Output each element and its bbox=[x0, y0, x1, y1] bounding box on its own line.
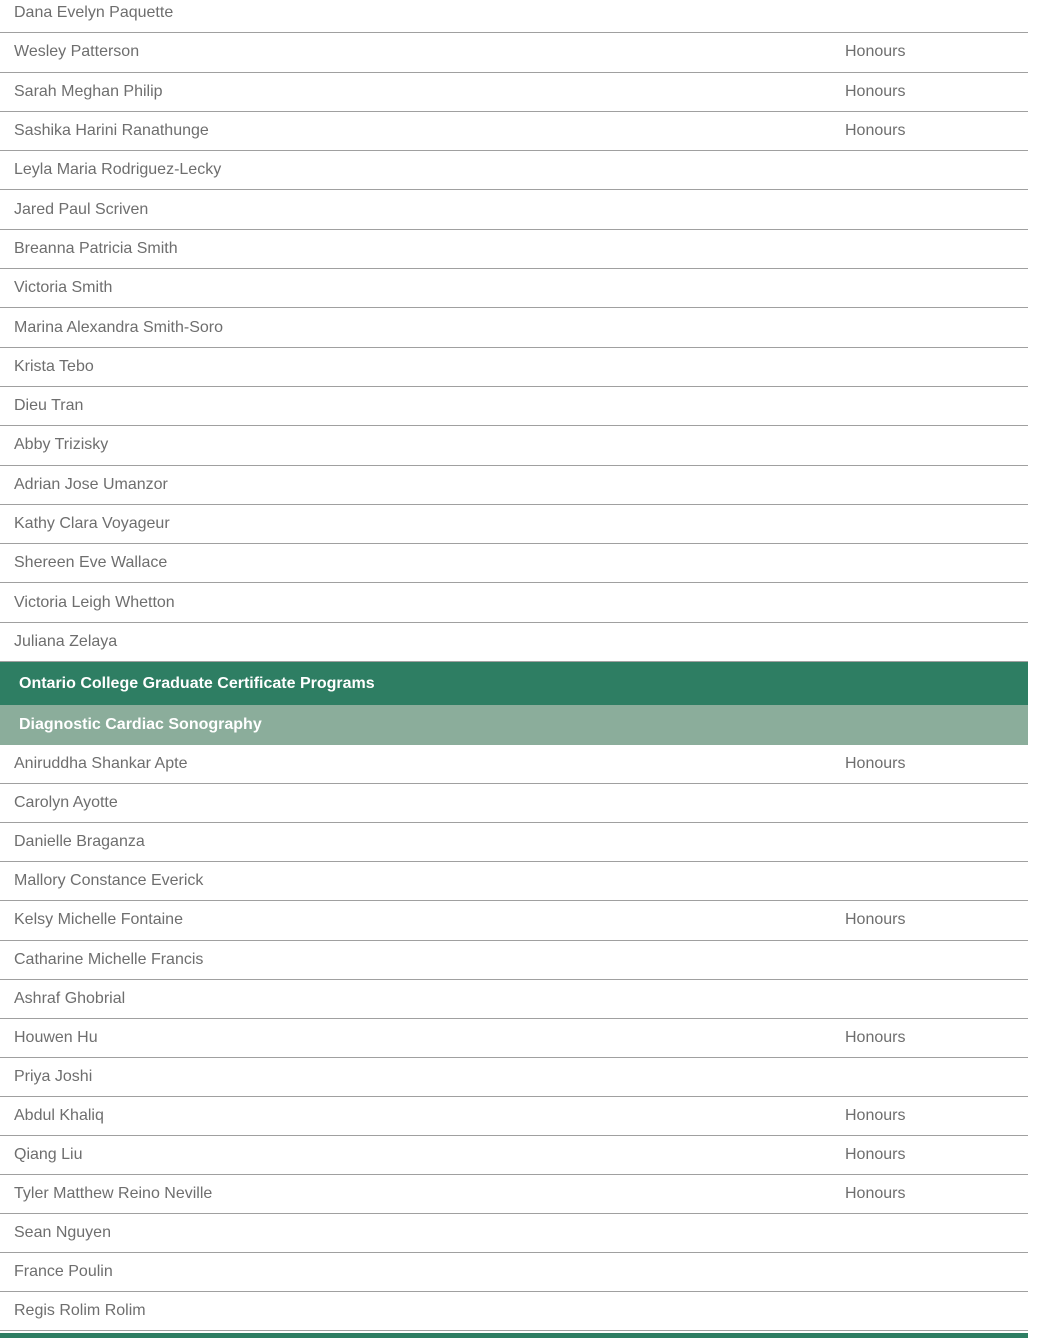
graduate-name: Houwen Hu bbox=[14, 1028, 98, 1046]
graduate-name: Shereen Eve Wallace bbox=[14, 554, 168, 572]
graduate-name: Krista Tebo bbox=[14, 357, 94, 375]
graduate-name: Tyler Matthew Reino Neville bbox=[14, 1185, 213, 1203]
honours-label: Honours bbox=[845, 1028, 906, 1046]
graduate-row: Wesley Patterson Honours bbox=[0, 33, 1028, 73]
graduate-row: Aniruddha Shankar Apte Honours bbox=[0, 745, 1028, 785]
honours-label: Honours bbox=[845, 1146, 906, 1164]
graduate-row: Sashika Harini Ranathunge Honours bbox=[0, 112, 1028, 152]
graduate-row: Abby TriziskyHonours bbox=[0, 426, 1028, 466]
graduate-name: Danielle Braganza bbox=[14, 833, 145, 851]
honours-label: Honours bbox=[845, 755, 906, 773]
graduate-name: Victoria Smith bbox=[14, 279, 113, 297]
section-header-certificate-programs: Ontario College Graduate Certificate Pro… bbox=[0, 662, 1028, 706]
graduate-row: Houwen Hu Honours bbox=[0, 1019, 1028, 1058]
graduate-list-top-section: Dana Evelyn PaquetteHonoursWesley Patter… bbox=[0, 0, 1028, 663]
graduate-name: Sean Nguyen bbox=[14, 1224, 111, 1242]
graduate-name: Victoria Leigh Whetton bbox=[14, 593, 175, 611]
graduate-name: Juliana Zelaya bbox=[14, 632, 118, 650]
graduate-name: Ashraf Ghobrial bbox=[14, 989, 126, 1007]
graduate-row: Leyla Maria Rodriguez-LeckyHonours bbox=[0, 151, 1028, 191]
graduate-row: France PoulinHonours bbox=[0, 1253, 1028, 1293]
graduate-row: Shereen Eve WallaceHonours bbox=[0, 544, 1028, 584]
graduate-row: Adrian Jose UmanzorHonours bbox=[0, 466, 1028, 505]
graduate-name: Kathy Clara Voyageur bbox=[14, 515, 170, 532]
honours-label: Honours bbox=[845, 911, 906, 929]
graduate-row: Carolyn AyotteHonours bbox=[0, 784, 1028, 824]
graduate-name: Qiang Liu bbox=[14, 1146, 83, 1164]
honours-label: Honours bbox=[845, 82, 906, 100]
graduate-name: Abdul Khaliq bbox=[14, 1106, 104, 1124]
graduate-name: Sarah Meghan Philip bbox=[14, 82, 163, 100]
graduate-name: Adrian Jose Umanzor bbox=[14, 475, 168, 493]
graduate-name: Carolyn Ayotte bbox=[14, 794, 118, 812]
graduate-row: Kelsy Michelle Fontaine Honours bbox=[0, 901, 1028, 941]
next-section-header-strip bbox=[0, 1333, 1028, 1338]
graduate-row: Regis Rolim RolimHonours bbox=[0, 1292, 1028, 1332]
graduate-row: Catharine Michelle FrancisHonours bbox=[0, 941, 1028, 980]
graduate-name: Mallory Constance Everick bbox=[14, 872, 204, 890]
graduate-name: Jared Paul Scriven bbox=[14, 200, 149, 218]
graduate-row: Abdul Khaliq Honours bbox=[0, 1097, 1028, 1136]
graduate-name: Regis Rolim Rolim bbox=[14, 1302, 146, 1320]
graduate-row: Juliana ZelayaHonours bbox=[0, 623, 1028, 663]
graduate-row: Krista TeboHonours bbox=[0, 348, 1028, 387]
graduate-row: Sarah Meghan Philip Honours bbox=[0, 73, 1028, 112]
graduate-row: Victoria Leigh WhettonHonours bbox=[0, 583, 1028, 623]
graduate-name: Abby Trizisky bbox=[14, 436, 109, 454]
honours-label: Honours bbox=[845, 43, 906, 61]
graduate-name: Aniruddha Shankar Apte bbox=[14, 755, 188, 773]
graduate-name: Kelsy Michelle Fontaine bbox=[14, 911, 183, 929]
graduate-name: Dana Evelyn Paquette bbox=[14, 4, 174, 22]
honours-label: Honours bbox=[845, 1106, 906, 1124]
graduate-row: Mallory Constance EverickHonours bbox=[0, 862, 1028, 902]
graduate-row: Jared Paul ScrivenHonours bbox=[0, 190, 1028, 230]
graduate-row: Dana Evelyn PaquetteHonours bbox=[0, 0, 1028, 34]
graduate-row: Qiang Liu Honours bbox=[0, 1136, 1028, 1176]
graduate-name: Wesley Patterson bbox=[14, 43, 140, 61]
graduate-name: Breanna Patricia Smith bbox=[14, 239, 178, 257]
graduate-row: Priya JoshiHonours bbox=[0, 1058, 1028, 1097]
section-header-label: Ontario College Graduate Certificate Pro… bbox=[19, 674, 375, 692]
graduate-row: Sean NguyenHonours bbox=[0, 1214, 1028, 1254]
section-header-diagnostic-cardiac-sonography: Diagnostic Cardiac Sonography bbox=[0, 705, 1028, 746]
graduate-name: Catharine Michelle Francis bbox=[14, 950, 204, 968]
graduate-row: Victoria SmithHonours bbox=[0, 269, 1028, 309]
honours-label: Honours bbox=[845, 1185, 906, 1203]
graduate-name: Dieu Tran bbox=[14, 397, 84, 415]
graduate-row: Breanna Patricia SmithHonours bbox=[0, 230, 1028, 270]
graduate-name: Sashika Harini Ranathunge bbox=[14, 122, 209, 140]
graduate-name: France Poulin bbox=[14, 1263, 113, 1281]
graduate-name: Marina Alexandra Smith-Soro bbox=[14, 318, 223, 336]
graduate-name: Priya Joshi bbox=[14, 1067, 93, 1085]
graduate-row: Marina Alexandra Smith-SoroHonours bbox=[0, 308, 1028, 348]
honours-label: Honours bbox=[845, 122, 906, 140]
graduate-row: Dieu TranHonours bbox=[0, 387, 1028, 427]
graduate-name: Leyla Maria Rodriguez-Lecky bbox=[14, 161, 222, 179]
graduate-row: Tyler Matthew Reino Neville Honours bbox=[0, 1175, 1028, 1215]
program-header-label: Diagnostic Cardiac Sonography bbox=[19, 716, 262, 734]
graduate-list-program-section: Aniruddha Shankar Apte Honours Carolyn Ayo… bbox=[0, 745, 1028, 1332]
graduate-row: Ashraf GhobrialHonours bbox=[0, 980, 1028, 1019]
graduate-row: Danielle BraganzaHonours bbox=[0, 823, 1028, 863]
graduate-row: Kathy Clara VoyageurHonours bbox=[0, 505, 1028, 545]
